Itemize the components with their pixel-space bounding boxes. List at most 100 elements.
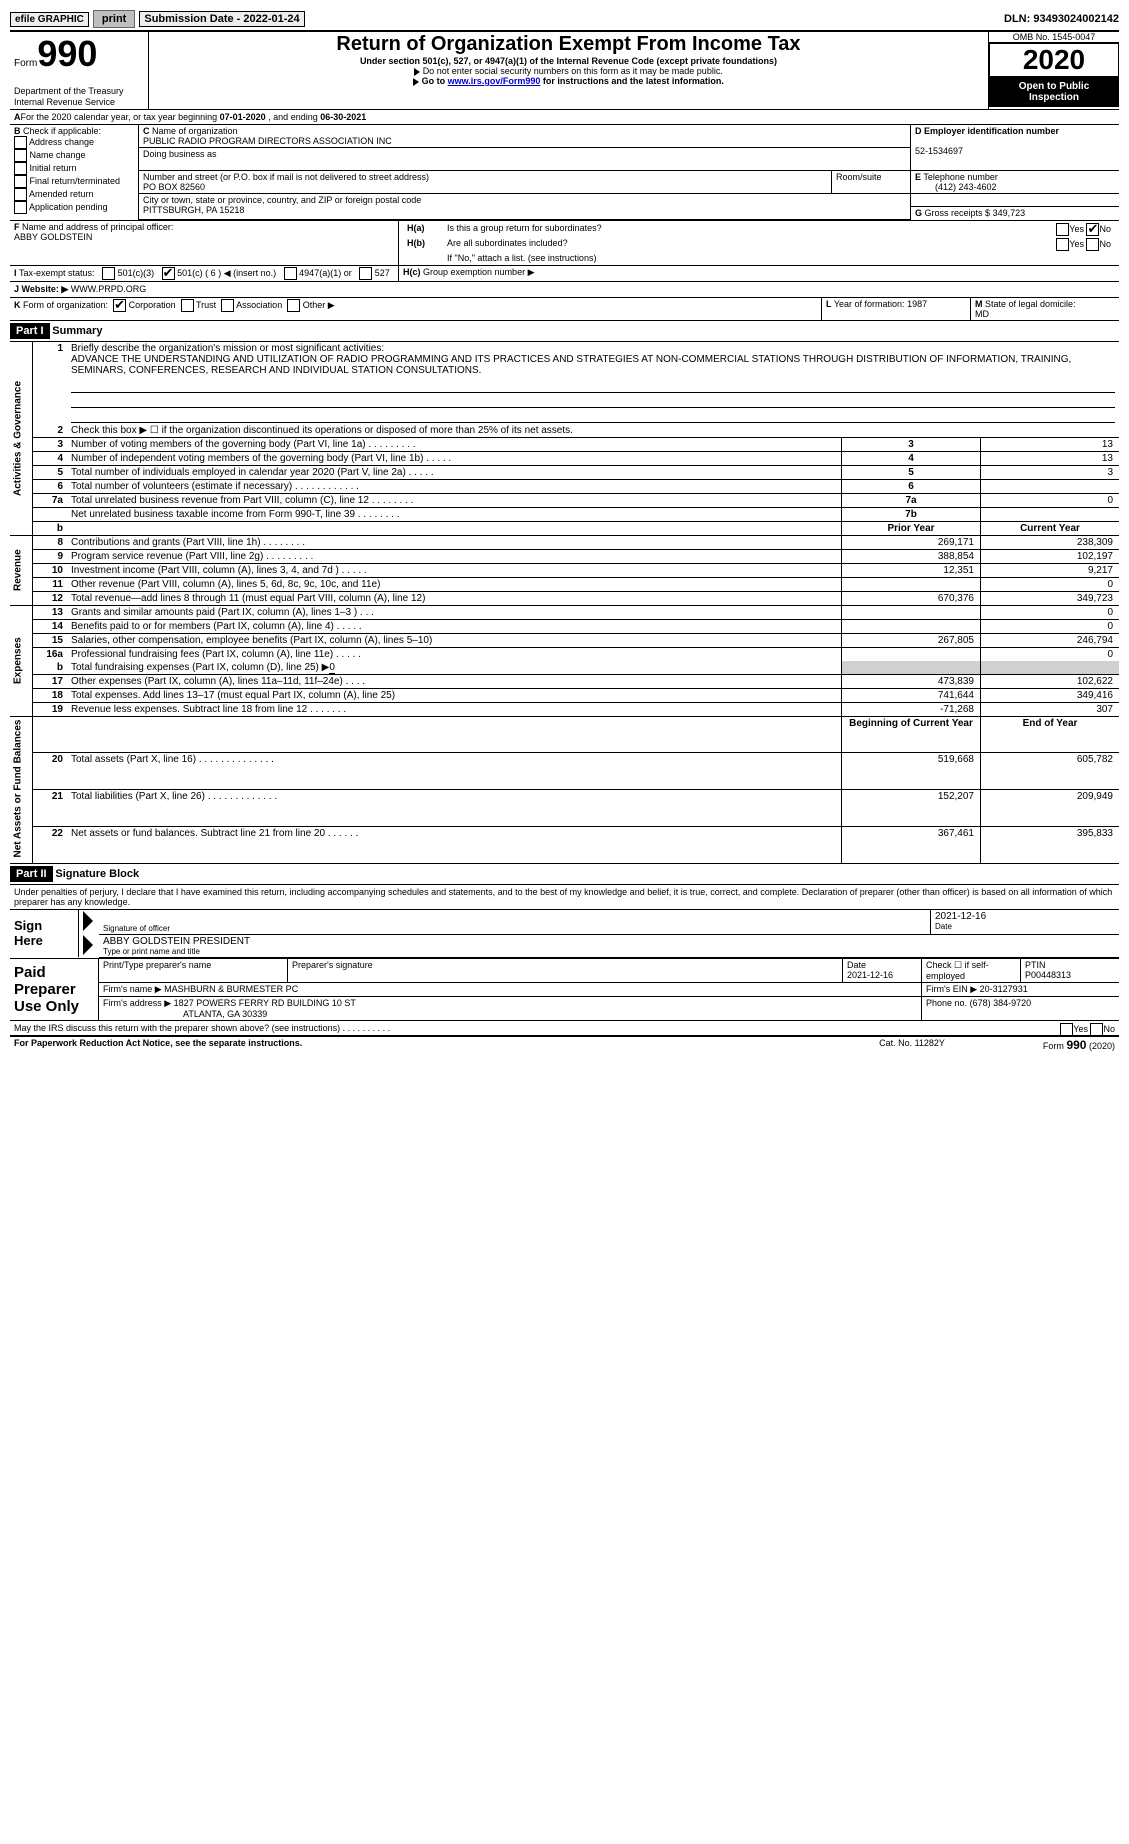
website: WWW.PRPD.ORG [71, 284, 147, 294]
val-4: 13 [981, 451, 1120, 465]
discuss-line: May the IRS discuss this return with the… [10, 1020, 1119, 1037]
line1-label: Briefly describe the organization's miss… [71, 343, 384, 354]
city-label: City or town, state or province, country… [143, 195, 421, 205]
ein: 52-1534697 [915, 146, 963, 156]
paid-preparer-block: Paid Preparer Use Only Print/Type prepar… [10, 958, 1119, 1020]
line5: Total number of individuals employed in … [71, 467, 406, 478]
ptin: P00448313 [1025, 970, 1071, 980]
klm-line: K Form of organization: Corporation Trus… [10, 298, 1119, 321]
dba-label: Doing business as [143, 149, 217, 159]
hc-label: Group exemption number ▶ [423, 267, 534, 277]
sign-here: Sign Here [14, 918, 43, 948]
form-title: Return of Organization Exempt From Incom… [153, 33, 984, 56]
b-opt-2: Initial return [30, 163, 77, 173]
b-opt-5: Application pending [29, 202, 108, 212]
line4: Number of independent voting members of … [71, 453, 423, 464]
line7a: Total unrelated business revenue from Pa… [71, 495, 369, 506]
val-5: 3 [981, 465, 1120, 479]
firm-addr-label: Firm's address ▶ [103, 998, 171, 1008]
line2: Check this box ▶ ☐ if the organization d… [71, 425, 573, 436]
tax-year: 2020 [989, 43, 1119, 77]
paid-label: Paid Preparer Use Only [14, 964, 79, 1015]
part-ii-header: Part II Signature Block [10, 863, 1119, 884]
firm-name: MASHBURN & BURMESTER PC [164, 984, 298, 994]
top-bar: efile GRAPHIC print Submission Date - 20… [10, 10, 1119, 28]
room-label: Room/suite [836, 172, 882, 182]
l-label: Year of formation: [834, 299, 905, 309]
phone: (412) 243-4602 [915, 182, 997, 192]
b-opt-4: Amended return [29, 189, 94, 199]
part-i-table: Activities & Governance 1 Briefly descri… [10, 341, 1119, 863]
f-label: Name and address of principal officer: [22, 222, 173, 232]
paperwork: For Paperwork Reduction Act Notice, see … [14, 1038, 302, 1048]
street: PO BOX 82560 [143, 182, 205, 192]
i-line: I Tax-exempt status: 501(c)(3) 501(c) ( … [10, 265, 1119, 281]
triangle-icon [83, 911, 93, 931]
state-domicile: MD [975, 309, 989, 319]
triangle-icon [83, 935, 93, 955]
line6: Total number of volunteers (estimate if … [71, 481, 292, 492]
sig-officer-label: Signature of officer [103, 924, 926, 933]
print-button[interactable]: print [93, 10, 135, 28]
sig-date-val: 2021-12-16 [935, 911, 986, 922]
hb-label: Are all subordinates included? [447, 238, 568, 248]
goto-post: for instructions and the latest informat… [540, 76, 724, 86]
street-label: Number and street (or P.O. box if mail i… [143, 172, 429, 182]
ptin-label: PTIN [1025, 960, 1046, 970]
declaration: Under penalties of perjury, I declare th… [10, 884, 1119, 909]
omb-number: OMB No. 1545-0047 [989, 32, 1119, 43]
firm-addr-1: 1827 POWERS FERRY RD BUILDING 10 ST [174, 998, 356, 1008]
line3: Number of voting members of the governin… [71, 439, 366, 450]
firm-ein-label: Firm's EIN ▶ [926, 984, 977, 994]
phone-label: Phone no. [926, 998, 967, 1008]
entity-block: B Check if applicable: Address change Na… [10, 125, 1119, 220]
ha-label: Is this a group return for subordinates? [447, 223, 602, 233]
b-opt-0: Address change [29, 137, 94, 147]
prep-sig-label: Preparer's signature [292, 960, 373, 970]
note-ssn: Do not enter social security numbers on … [423, 66, 723, 76]
form-header: Form990 Department of the Treasury Inter… [10, 32, 1119, 110]
goto-pre: Go to [422, 76, 448, 86]
k-label: Form of organization: [23, 299, 108, 309]
m-label: State of legal domicile: [985, 299, 1076, 309]
irs-link[interactable]: www.irs.gov/Form990 [448, 76, 541, 86]
col-current: Current Year [1020, 523, 1080, 534]
form-word: Form [14, 58, 37, 69]
officer-name: ABBY GOLDSTEIN [14, 232, 92, 242]
open-inspection: Open to Public Inspection [989, 77, 1119, 107]
dept-label: Department of the Treasury Internal Reve… [14, 86, 124, 107]
line7b: Net unrelated business taxable income fr… [71, 509, 355, 520]
section-rev: Revenue [13, 549, 24, 591]
type-name-label: Type or print name and title [103, 947, 1115, 956]
sign-here-block: Sign Here Signature of officer 2021-12-1… [10, 909, 1119, 958]
submission-date: Submission Date - 2022-01-24 [139, 11, 304, 27]
section-gov: Activities & Governance [13, 380, 24, 495]
j-label: Website: ▶ [22, 284, 69, 294]
dln-label: DLN: 93493024002142 [1004, 13, 1119, 25]
part-i-header: Part I Summary [10, 321, 1119, 341]
efile-label: efile GRAPHIC [10, 12, 89, 27]
g-label: Gross receipts $ [925, 208, 991, 218]
firm-addr-2: ATLANTA, GA 30339 [103, 1009, 267, 1019]
tax-year-line: AFor the 2020 calendar year, or tax year… [10, 110, 1119, 125]
val-7b [981, 507, 1120, 521]
b-opt-3: Final return/terminated [30, 176, 121, 186]
officer-typed: ABBY GOLDSTEIN PRESIDENT [103, 936, 250, 947]
city: PITTSBURGH, PA 15218 [143, 205, 244, 215]
gross-receipts: 349,723 [993, 208, 1026, 218]
prep-name-label: Print/Type preparer's name [103, 960, 211, 970]
form-number: 990 [37, 33, 97, 74]
firm-name-label: Firm's name ▶ [103, 984, 162, 994]
fh-block: F Name and address of principal officer:… [10, 220, 1119, 265]
col-prior: Prior Year [887, 523, 934, 534]
hb-note: If "No," attach a list. (see instruction… [447, 253, 596, 263]
self-emp: Check ☐ if self-employed [926, 960, 989, 981]
val-3: 13 [981, 437, 1120, 451]
org-name: PUBLIC RADIO PROGRAM DIRECTORS ASSOCIATI… [143, 136, 392, 146]
section-net: Net Assets or Fund Balances [13, 720, 24, 858]
cat-no: Cat. No. 11282Y [879, 1038, 945, 1048]
val-7a: 0 [981, 493, 1120, 507]
e-label: Telephone number [923, 172, 998, 182]
b-label: Check if applicable: [23, 126, 101, 136]
firm-ein: 20-3127931 [980, 984, 1028, 994]
